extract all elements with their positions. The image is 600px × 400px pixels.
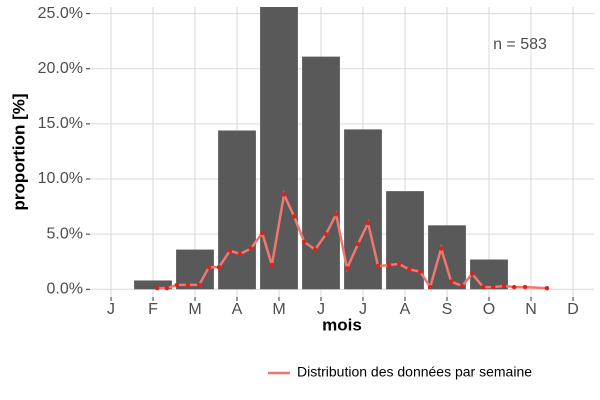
x-tick-label: J [107, 301, 115, 318]
point [365, 220, 371, 226]
point [449, 279, 454, 284]
point [355, 241, 361, 247]
bar [302, 56, 340, 290]
x-tick-label: J [359, 301, 367, 318]
point [407, 267, 412, 272]
point [522, 284, 528, 290]
point [197, 282, 202, 288]
point [155, 285, 160, 291]
y-axis-title: proportion [%] [9, 93, 28, 210]
bar [470, 259, 508, 290]
x-tick-label: O [483, 301, 495, 318]
point [417, 269, 423, 274]
y-tick-label: 10.0% [38, 170, 83, 187]
y-tick-label: 0.0% [47, 281, 83, 298]
point [164, 285, 170, 291]
y-tick-label: 5.0% [47, 225, 83, 242]
point [206, 265, 212, 270]
point [323, 231, 329, 237]
point [428, 284, 433, 290]
x-tick-label: S [442, 301, 453, 318]
annotation: n = 583 [493, 36, 547, 53]
y-tick-label: 25.0% [38, 5, 83, 22]
point [185, 282, 191, 288]
point [216, 265, 222, 270]
point [386, 262, 392, 268]
bar [386, 191, 424, 290]
line-layer [155, 190, 550, 291]
bar [134, 280, 172, 290]
point [512, 284, 517, 290]
point [501, 283, 507, 289]
point [281, 192, 287, 197]
point [491, 284, 496, 290]
point [396, 261, 402, 267]
x-tick-label: M [272, 301, 285, 318]
point [312, 247, 318, 252]
point [291, 214, 297, 219]
x-tick-label: F [148, 301, 158, 318]
x-tick-label: A [232, 301, 243, 318]
x-tick-label: J [317, 301, 325, 318]
point [260, 230, 265, 236]
point [544, 285, 550, 291]
point [470, 271, 475, 277]
point [227, 248, 233, 253]
x-tick-label: M [188, 301, 201, 318]
point [480, 284, 486, 290]
bar [428, 225, 466, 290]
x-tick-label: A [400, 301, 411, 318]
point [269, 262, 275, 268]
x-axis-title: mois [322, 315, 362, 334]
point [248, 246, 254, 251]
point [174, 282, 180, 288]
bar [218, 130, 256, 290]
y-tick-label: 15.0% [38, 115, 83, 132]
x-tick-label: D [567, 301, 579, 318]
legend-label: Distribution des données par semaine [297, 364, 532, 380]
bar [260, 7, 298, 290]
bars [134, 7, 508, 290]
point [344, 266, 350, 271]
point [375, 263, 381, 269]
point [459, 283, 465, 289]
point [438, 246, 444, 251]
x-tick-label: N [525, 301, 537, 318]
point [333, 212, 339, 217]
point [302, 239, 307, 245]
point [237, 251, 243, 257]
y-tick-label: 20.0% [38, 60, 83, 77]
